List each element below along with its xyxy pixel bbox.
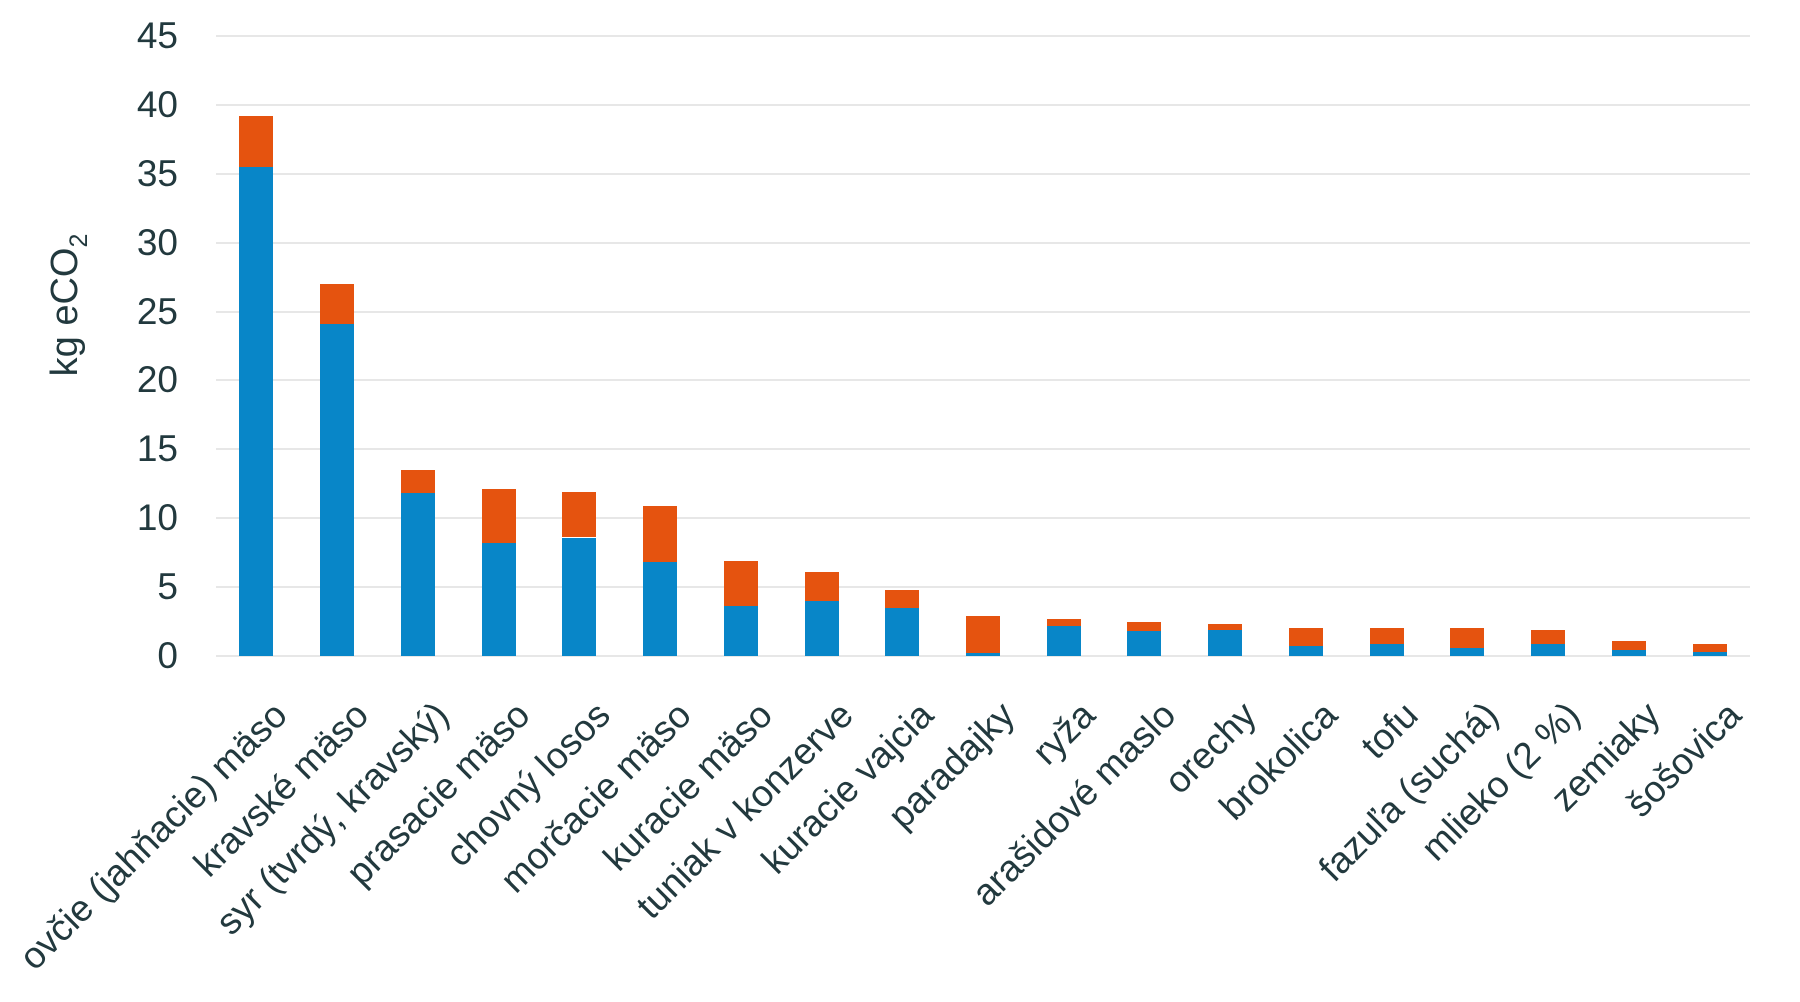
gridline-0: [216, 655, 1750, 657]
bar-segment-orange-5: [562, 492, 597, 538]
y-tick-label-40: 40: [136, 83, 178, 125]
bar-segment-orange-3: [400, 470, 435, 494]
y-tick-label-35: 35: [136, 152, 178, 194]
bar-segment-blue-4: [481, 543, 516, 656]
bar-segment-orange-15: [1369, 628, 1404, 644]
bar-segment-blue-18: [1611, 650, 1646, 656]
bar-segment-blue-11: [1046, 625, 1081, 656]
bar-segment-blue-13: [1208, 629, 1243, 656]
bar-segment-blue-16: [1450, 647, 1485, 656]
gridline-20: [216, 379, 1750, 382]
bar-segment-blue-6: [643, 562, 678, 656]
bar-segment-orange-19: [1692, 643, 1727, 652]
y-tick-label-30: 30: [136, 221, 178, 263]
bar-segment-blue-14: [1288, 646, 1323, 656]
bar-segment-orange-17: [1531, 629, 1566, 644]
bar-segment-orange-9: [885, 589, 920, 608]
y-tick-label-20: 20: [136, 359, 178, 401]
bar-segment-orange-18: [1611, 640, 1646, 651]
bar-segment-orange-1: [239, 115, 274, 167]
bar-segment-blue-12: [1127, 631, 1162, 656]
bar-segment-orange-12: [1127, 621, 1162, 632]
bar-segment-orange-16: [1450, 628, 1485, 648]
gridline-5: [216, 586, 1750, 589]
bar-segment-blue-3: [400, 493, 435, 656]
bar-segment-orange-2: [320, 284, 355, 324]
y-tick-label-5: 5: [157, 566, 178, 608]
gridline-30: [216, 241, 1750, 244]
bar-segment-blue-15: [1369, 643, 1404, 656]
bar-segment-blue-7: [723, 606, 758, 656]
bar-segment-orange-10: [966, 616, 1000, 654]
y-tick-label-15: 15: [136, 428, 178, 470]
bar-segment-blue-5: [562, 537, 597, 656]
bar-segment-orange-11: [1046, 618, 1081, 626]
gridline-10: [216, 517, 1750, 520]
gridline-25: [216, 310, 1750, 313]
bar-segment-blue-2: [320, 323, 355, 656]
bar-segment-orange-8: [804, 571, 839, 601]
bar-segment-blue-8: [804, 600, 839, 656]
y-tick-label-25: 25: [136, 290, 178, 332]
y-tick-label-45: 45: [136, 15, 178, 56]
bar-segment-orange-7: [723, 560, 758, 607]
gridline-15: [216, 448, 1750, 451]
bar-segment-orange-4: [481, 489, 516, 543]
y-tick-label-10: 10: [136, 497, 178, 539]
bar-segment-orange-6: [643, 505, 678, 563]
bar-segment-orange-13: [1208, 624, 1243, 630]
bar-segment-blue-17: [1531, 643, 1566, 656]
bar-segment-orange-14: [1288, 628, 1323, 647]
gridline-40: [216, 103, 1750, 106]
bar-segment-blue-9: [885, 607, 920, 656]
gridline-45: [216, 35, 1750, 37]
y-tick-label-0: 0: [157, 635, 178, 676]
gridline-35: [216, 172, 1750, 175]
bar-segment-blue-10: [966, 653, 1000, 656]
bar-segment-blue-1: [239, 166, 274, 656]
bar-segment-blue-19: [1692, 651, 1727, 656]
